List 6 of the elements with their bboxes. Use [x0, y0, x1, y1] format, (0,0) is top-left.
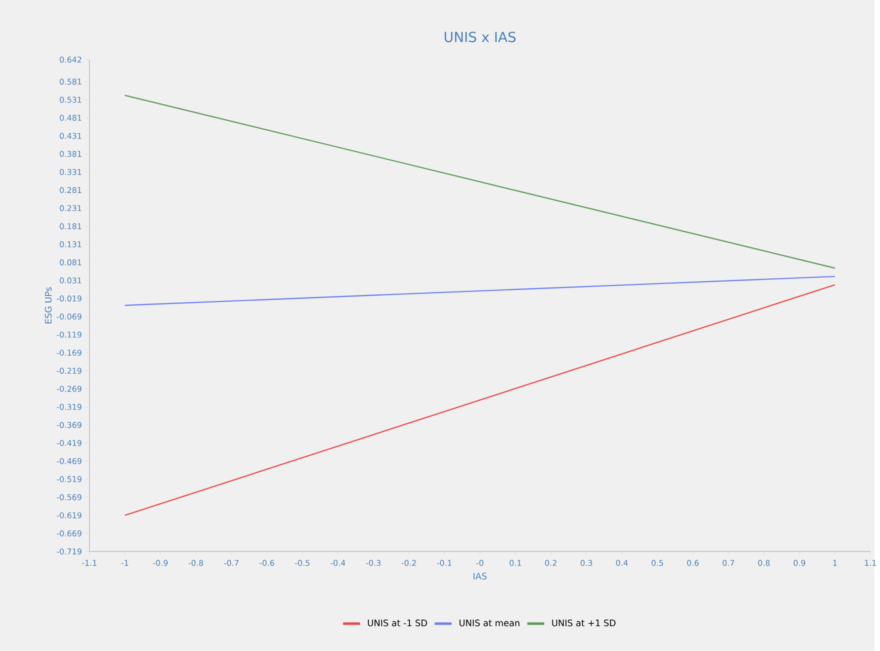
legend-label: UNIS at -1 SD: [368, 620, 427, 626]
legend-label: UNIS at +1 SD: [552, 620, 616, 626]
legend-label: UNIS at mean: [460, 620, 520, 626]
y-axis-title: ESG UPs: [44, 287, 52, 324]
chart-title: UNIS x IAS: [444, 32, 516, 42]
x-axis-title: IAS: [474, 572, 487, 580]
